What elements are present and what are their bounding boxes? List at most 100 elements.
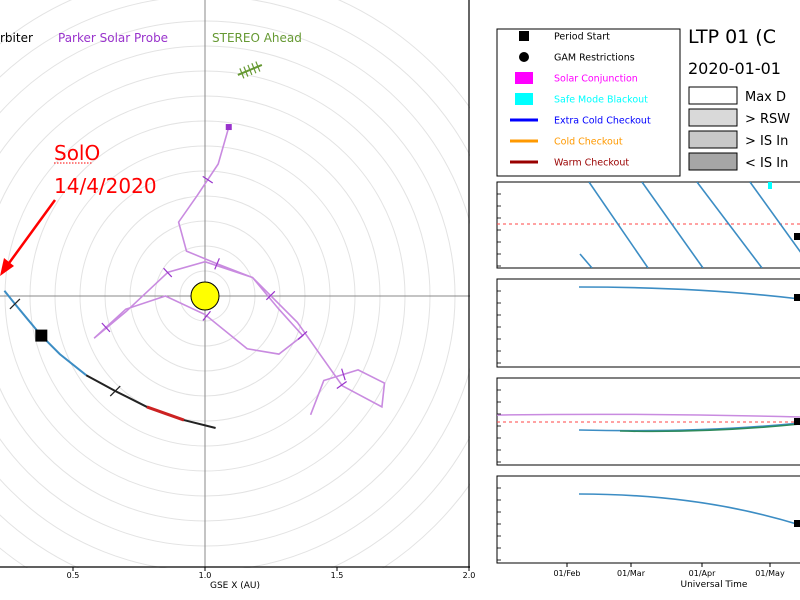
legend-item: Extra Cold Checkout (510, 116, 651, 127)
stereo-tick (255, 61, 261, 72)
legend-label: Cold Checkout (554, 137, 623, 148)
panel-3-content (497, 413, 800, 433)
panel-4-trace (578, 493, 800, 526)
grid-circle (0, 0, 470, 568)
time-tick-label: 01/Mar (617, 569, 646, 578)
time-tick-label: 01/Apr (689, 569, 716, 578)
range-box-swatch (688, 152, 738, 171)
stereo-tick (243, 66, 249, 77)
annotation-line1: SolO (54, 141, 100, 165)
panel-4 (496, 475, 800, 564)
panel-1-content (497, 182, 800, 268)
range-boxes: Max D > RSW > IS In < IS In (688, 86, 790, 171)
time-axis-label: Universal Time (681, 580, 748, 590)
psp-tick (202, 175, 214, 184)
date-label: 2020-01-01 (688, 59, 781, 78)
psp-tick (341, 368, 346, 381)
time-tick-labels: 01/Feb 01/Mar 01/Apr 01/May (553, 563, 785, 578)
stereo-tick (247, 64, 253, 76)
grid-circle (0, 0, 470, 568)
legend-marker (515, 72, 533, 84)
period-start-marker (794, 294, 800, 301)
range-box-label: < IS In (745, 156, 788, 171)
x-tick-labels: 0.5 1.0 1.5 2.0 (67, 567, 476, 580)
legend: Period Start GAM Restrictions Solar Conjun… (496, 28, 681, 177)
safe-mode-marker (768, 182, 772, 189)
legend-label: Solar Conjunction (554, 74, 638, 85)
legend-item: Safe Mode Blackout (515, 93, 648, 106)
solo-warm-checkout (146, 405, 185, 422)
polar-plot: 0.5 1.0 1.5 2.0 GSE X (AU) rbiter Parker So… (0, 0, 476, 591)
period-start-marker (794, 233, 800, 240)
psp-start-marker (225, 124, 232, 131)
legend-label: GAM Restrictions (554, 53, 635, 64)
range-box: > IS In (688, 130, 788, 149)
legend-item: Solar Conjunction (515, 72, 638, 85)
range-box-label: Max D (745, 90, 786, 105)
solo-tick (9, 298, 21, 310)
legend-label: Safe Mode Blackout (554, 95, 648, 106)
stereo-tick (251, 63, 257, 74)
range-box-swatch (688, 86, 738, 105)
stereo-tick (239, 68, 245, 79)
annotation-line2: 14/4/2020 (54, 174, 157, 198)
panel-2 (496, 278, 800, 368)
solo-period-start (35, 329, 48, 342)
solo-track-future (85, 374, 216, 429)
x-tick-label: 0.5 (67, 571, 80, 580)
panel-3-trace-green (619, 423, 800, 433)
legend-marker (515, 93, 533, 105)
solo-track-past (3, 290, 87, 376)
panel-1 (496, 181, 800, 269)
annotation-arrow-head (0, 258, 14, 276)
legend-marker (510, 139, 538, 143)
panel-3-trace (578, 422, 800, 432)
psp-tick (336, 381, 347, 389)
annotation-arrow-shaft (2, 199, 57, 271)
x-tick-label: 2.0 (463, 571, 476, 580)
legend-marker (519, 52, 529, 62)
x-tick-label: 1.0 (199, 571, 212, 580)
solo-tick (109, 385, 121, 397)
legend-item: Warm Checkout (510, 158, 629, 169)
x-axis-label: GSE X (AU) (210, 581, 260, 591)
range-box: Max D (688, 86, 786, 105)
time-tick-label: 01/May (755, 569, 785, 578)
timeline-panels: 01/Feb 01/Mar 01/Apr 01/May Universal Time (496, 181, 800, 590)
legend-label: Period Start (554, 32, 610, 43)
psp-tick (214, 258, 220, 270)
psp-tick (265, 290, 276, 301)
legend-marker (519, 31, 529, 41)
panel-2-content (578, 286, 800, 301)
time-tick-label: 01/Feb (553, 569, 580, 578)
range-box: < IS In (688, 152, 788, 171)
panel-3-psp-trace (497, 413, 800, 418)
x-tick-label: 1.5 (331, 571, 344, 580)
orbit-tracks (3, 61, 386, 429)
psp-track (93, 126, 386, 416)
psp-tick (101, 322, 111, 333)
period-start-marker (794, 418, 800, 425)
panel-1-trace (588, 182, 649, 268)
sun-marker (190, 281, 220, 311)
legend-item: GAM Restrictions (519, 52, 635, 64)
panel-1-trace (579, 253, 593, 268)
range-box: > RSW (688, 108, 790, 127)
panel-2-trace (578, 286, 800, 300)
legend-label: Warm Checkout (554, 158, 629, 169)
panel-4-content (578, 493, 800, 527)
legend-label: Extra Cold Checkout (554, 116, 651, 127)
grid-circles (0, 0, 470, 568)
range-box-swatch (688, 130, 738, 149)
panel-1-trace (749, 182, 800, 253)
legend-marker (510, 118, 538, 122)
range-box-swatch (688, 108, 738, 127)
range-box-label: > RSW (745, 112, 790, 127)
panel-1-trace (641, 182, 704, 268)
range-box-label: > IS In (745, 134, 788, 149)
panel-1-trace (696, 182, 763, 268)
legend-marker (510, 160, 538, 164)
psp-tick (297, 331, 308, 340)
page-title: LTP 01 (C (688, 26, 776, 48)
legend-stereo-label: STEREO Ahead (212, 31, 302, 45)
